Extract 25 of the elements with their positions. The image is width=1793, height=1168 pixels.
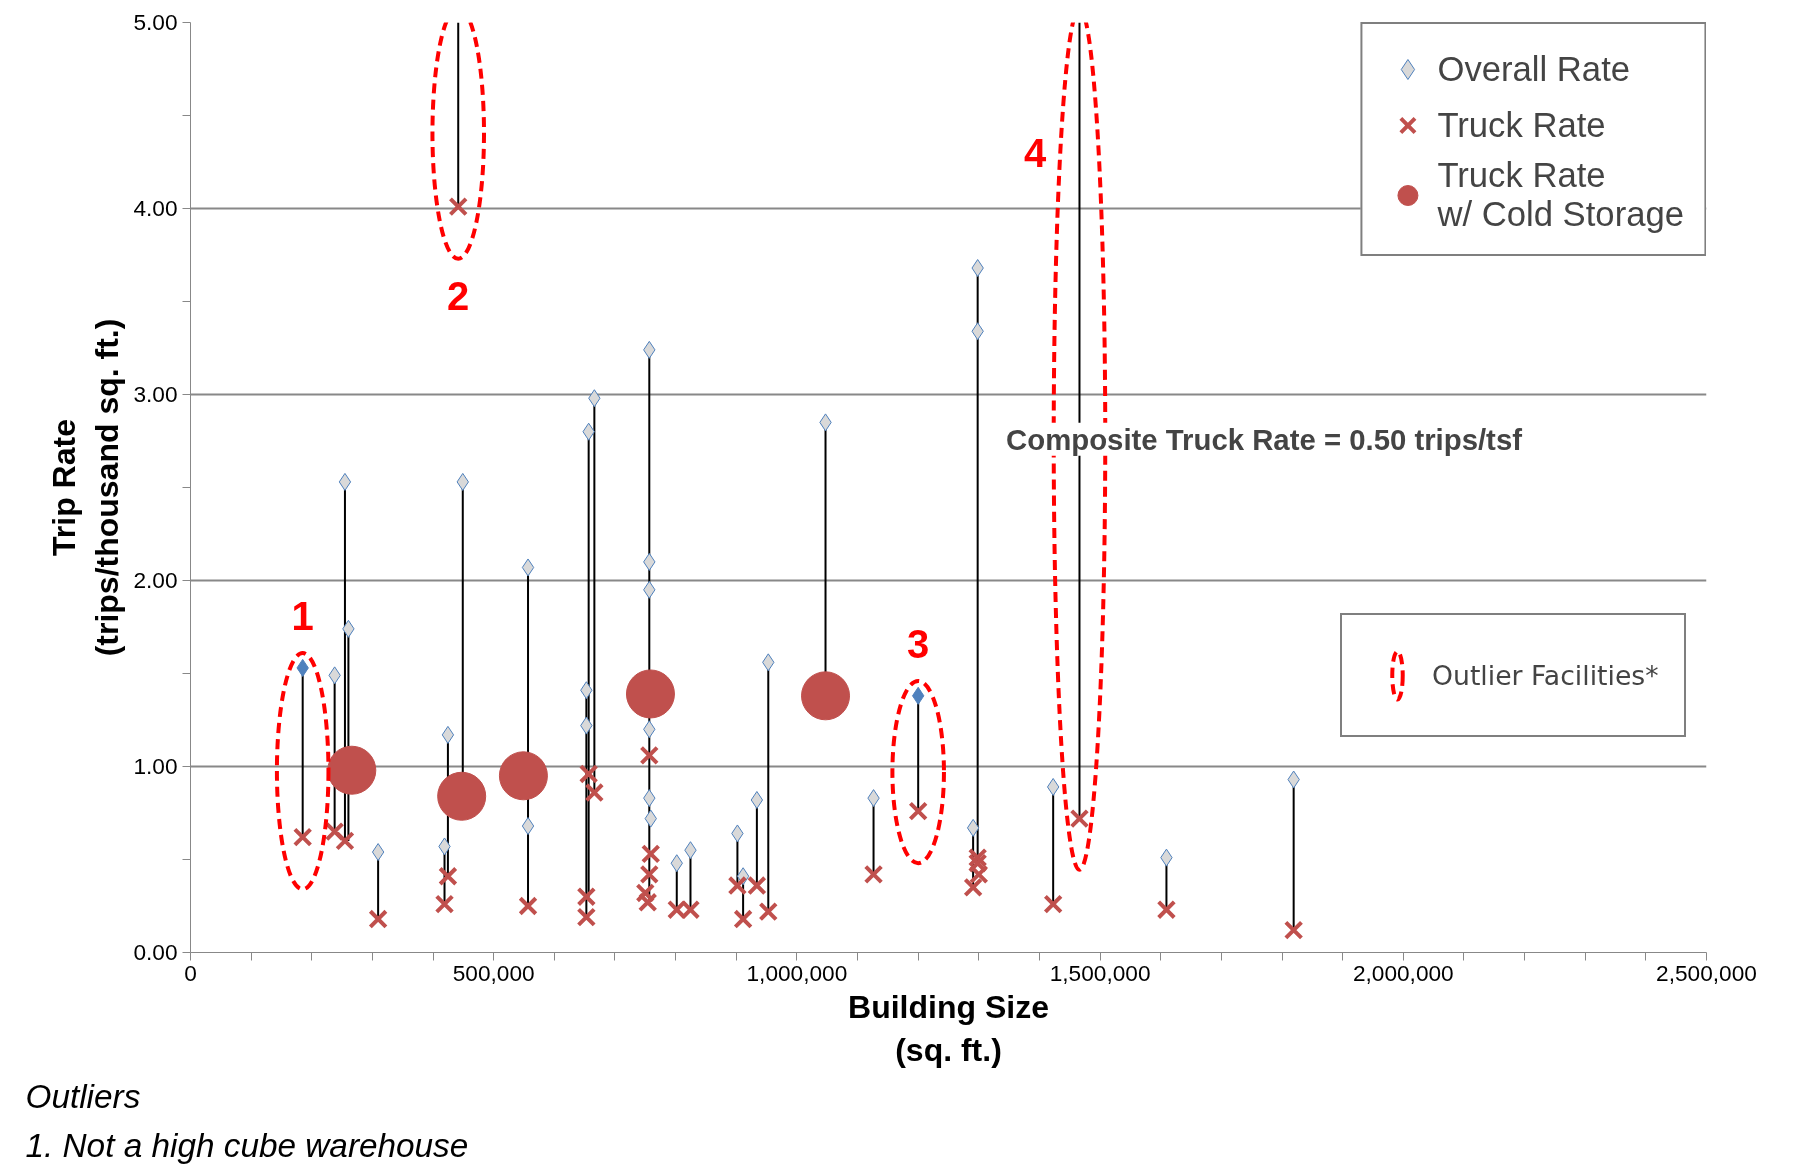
x-tick-label: 2,500,000 <box>1656 959 1757 986</box>
annotation: 4 <box>1023 130 1047 175</box>
x-axis-title: Building Size (sq. ft.) <box>848 988 1049 1068</box>
y-tick-label: 2.00 <box>133 567 178 593</box>
text: Outliers <box>25 1077 141 1115</box>
text: 1. Not a high cube warehouse <box>25 1126 469 1164</box>
annotation: Outlier Facilities* <box>1432 659 1659 691</box>
annotation: 2 <box>447 273 470 318</box>
y-tick-label: 5.00 <box>133 9 178 35</box>
y-tick-label: 4.00 <box>133 195 178 221</box>
legend-label: Truck Rate <box>1437 105 1606 145</box>
y-tick-label: 1.00 <box>133 753 178 779</box>
x-tick-label: 1,500,000 <box>1049 959 1151 986</box>
legend-label: Truck Rate w/ Cold Storage <box>1437 156 1684 234</box>
x-tick-label: 1,000,000 <box>746 959 848 986</box>
x-tick-label: 0 <box>184 959 197 986</box>
y-tick-label: 3.00 <box>133 381 178 407</box>
annotation: 1 <box>291 593 314 638</box>
legend-label: Overall Rate <box>1437 49 1631 89</box>
x-tick-label: 500,000 <box>452 959 535 986</box>
annotation: Composite Truck Rate = 0.50 trips/tsf <box>1006 422 1523 456</box>
y-tick-label: 0.00 <box>133 939 178 965</box>
y-axis-title: Trip Rate (trips/thousand sq. ft.) <box>46 318 126 657</box>
annotation: 3 <box>907 621 930 666</box>
x-tick-label: 2,000,000 <box>1352 959 1454 986</box>
